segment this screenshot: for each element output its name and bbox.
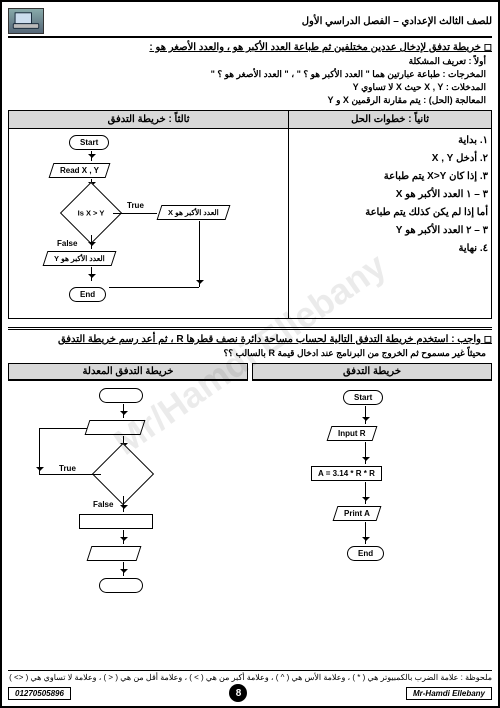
step-4: ٤. نهاية xyxy=(292,240,488,258)
ex2-col-left-header: خريطة التدفق المعدلة xyxy=(9,364,247,380)
fc1-arrow6 xyxy=(199,221,200,287)
fc3-ah xyxy=(39,474,101,475)
ex1-problem-label: أولاً : تعريف المشكلة xyxy=(14,56,486,67)
fc3-av-loop xyxy=(39,428,40,474)
fc1-true-label: True xyxy=(127,201,144,210)
fc3-a5 xyxy=(123,562,124,576)
fc2-input: Input R xyxy=(327,426,377,441)
ex1-processing: المعالجة (الحل) : يتم مقارنة الرقمين X و… xyxy=(14,95,486,106)
ex2-subtitle: محيثاً غير مسموح ثم الخروج من البرنامج ع… xyxy=(14,348,486,359)
section-divider xyxy=(8,327,492,330)
fc2-calc: A = 3.14 * R * R xyxy=(311,466,382,481)
ex2-title: ◻ واجب : استخدم خريطة التدفق التالية لحس… xyxy=(8,334,492,345)
ex2-col-right: خريطة التدفق Start Input R A = 3.14 * R … xyxy=(252,363,492,381)
page-header: للصف الثالث الإعدادي – الفصل الدراسي الأ… xyxy=(8,8,492,38)
step-1: ١. بداية xyxy=(292,132,488,150)
step-3a: ٣ – ١ العدد الأكبر هو X xyxy=(292,186,488,204)
fc2-a2 xyxy=(365,442,366,464)
computer-icon xyxy=(8,8,44,34)
fc2-end: End xyxy=(347,546,384,561)
ex1-col-flow-header: ثالثاً : خريطة التدفق xyxy=(9,111,289,129)
fc3-ah-loop xyxy=(39,428,87,429)
fc1-arrow5 xyxy=(91,267,92,281)
step-3b: أما إذا لم يكن كذلك يتم طباعة xyxy=(292,204,488,222)
fc2-start: Start xyxy=(343,390,383,405)
fc2-a1 xyxy=(365,406,366,424)
fc1-false-label: False xyxy=(57,239,77,248)
fc3-calc xyxy=(79,514,153,529)
ex2-row: خريطة التدفق Start Input R A = 3.14 * R … xyxy=(8,363,492,381)
page-number: 8 xyxy=(229,684,247,702)
ex1-col-steps-header: ثانياً : خطوات الحل xyxy=(289,111,492,129)
fc3-a3 xyxy=(123,496,124,512)
ex1-inputs: المدخلات : X , Y حيث X لا تساوي Y xyxy=(14,82,486,93)
fc3-start xyxy=(99,388,143,403)
footer-note: ملحوظة : علامة الضرب بالكمبيوتر هي ( * )… xyxy=(8,673,492,682)
fc2-print: Print A xyxy=(333,506,382,521)
fc3-print xyxy=(87,546,142,561)
ex1-outputs: المخرجات : طباعة عبارتين هما " العدد الأ… xyxy=(14,69,486,80)
fc2-a3 xyxy=(365,482,366,504)
ex1-steps-cell: ١. بداية ٢. أدخل X , Y ٣. إذا كان X>Y يت… xyxy=(289,129,492,319)
footer-author: Mr-Hamdi Ellebany xyxy=(406,687,492,700)
fc1-read: Read X , Y xyxy=(49,163,111,178)
ex1-flow-cell: Start Read X , Y Is X > Y True False الع… xyxy=(9,129,289,319)
fc1-arrow4 xyxy=(91,235,92,249)
ex2-col-left: خريطة التدفق المعدلة True False xyxy=(8,363,248,381)
header-title: للصف الثالث الإعدادي – الفصل الدراسي الأ… xyxy=(302,16,492,27)
fc3-a4 xyxy=(123,530,124,544)
fc1-outx: العدد الأكبر هو X xyxy=(157,205,231,220)
fc3-a1 xyxy=(123,404,124,418)
fc1-arrow7 xyxy=(109,287,199,288)
fc3-true-label: True xyxy=(59,464,76,473)
fc3-false-label: False xyxy=(93,500,113,509)
fc1-arrow xyxy=(91,151,92,161)
step-3c: ٣ – ٢ العدد الأكبر هو Y xyxy=(292,222,488,240)
step-3: ٣. إذا كان X>Y يتم طباعة xyxy=(292,168,488,186)
ex1-table: ثانياً : خطوات الحل ثالثاً : خريطة التدف… xyxy=(8,110,492,319)
ex1-title: ◻ خريطة تدفق لإدخال عددين مختلفين ثم طبا… xyxy=(8,42,492,53)
ex2-col-right-header: خريطة التدفق xyxy=(253,364,491,380)
fc1-arrow3 xyxy=(113,213,157,214)
fc3-input xyxy=(85,420,146,435)
footer-phone: 01270505896 xyxy=(8,687,71,700)
step-2: ٢. أدخل X , Y xyxy=(292,150,488,168)
fc1-end: End xyxy=(69,287,106,302)
fc3-end xyxy=(99,578,143,593)
page-footer: ملحوظة : علامة الضرب بالكمبيوتر هي ( * )… xyxy=(8,670,492,702)
fc2-a4 xyxy=(365,522,366,544)
fc1-start: Start xyxy=(69,135,109,150)
fc1-outy: العدد الأكبر هو Y xyxy=(43,251,117,266)
